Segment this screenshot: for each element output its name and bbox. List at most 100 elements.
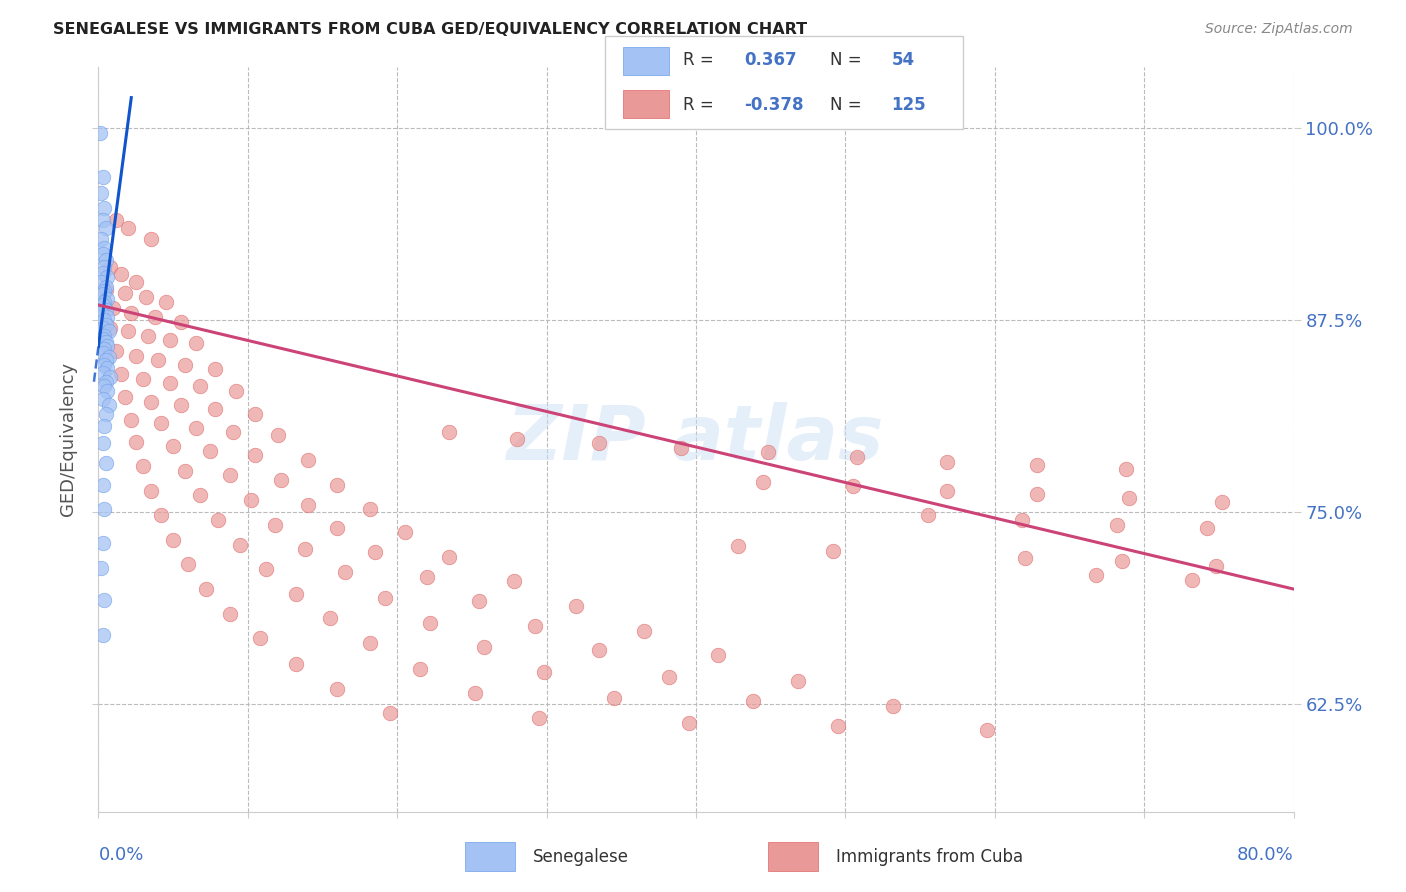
Point [249,631,271,645]
Point [135,290,157,304]
Point [267,428,290,442]
Point [752,475,775,489]
Point [177,558,200,572]
Point [364,545,387,559]
Point [527,711,550,725]
Point [132,371,155,385]
FancyBboxPatch shape [623,90,669,118]
Point [184,421,207,435]
Point [229,537,252,551]
Point [1014,551,1036,566]
Text: ZIP atlas: ZIP atlas [508,402,884,476]
Point [284,587,307,601]
Point [326,681,349,696]
Point [207,513,229,527]
Point [97,398,120,412]
Point [91,298,114,312]
Point [94,221,117,235]
Point [93,328,115,343]
Point [1111,554,1133,568]
Point [98,260,122,274]
Point [270,473,292,487]
Point [842,479,865,493]
Point [204,402,226,417]
Point [93,294,115,309]
Point [155,294,177,309]
Text: R =: R = [683,52,720,70]
Point [394,525,416,540]
Point [1205,559,1227,574]
Point [114,390,136,404]
Point [741,694,763,708]
Point [565,599,588,613]
Point [125,349,148,363]
Point [1195,520,1218,534]
Point [93,241,115,255]
Point [94,253,117,268]
Point [284,657,307,672]
Point [91,436,114,450]
Point [188,379,211,393]
Point [125,434,148,449]
Point [93,379,115,393]
Point [89,126,111,140]
Point [91,247,114,261]
Point [254,562,277,576]
Point [93,313,115,327]
Point [823,543,845,558]
Point [222,425,245,440]
Point [103,301,125,315]
Point [882,698,904,713]
Point [120,413,142,427]
Point [169,398,191,412]
Point [1181,573,1204,587]
Point [936,454,959,468]
Point [93,201,115,215]
Point [219,607,242,621]
Point [105,344,128,359]
FancyBboxPatch shape [768,842,818,871]
Point [225,384,247,398]
Point [359,502,381,516]
Point [91,321,114,335]
Text: 54: 54 [891,52,914,70]
Point [148,353,170,368]
Point [245,407,267,421]
Point [319,611,342,625]
FancyBboxPatch shape [623,47,669,75]
Point [96,339,118,353]
Point [110,267,132,281]
Point [90,232,112,246]
Point [416,570,439,584]
Point [91,366,114,380]
Point [97,350,120,364]
Point [472,640,495,655]
Point [936,483,959,498]
Point [200,443,222,458]
Point [1025,487,1047,501]
Point [439,425,461,440]
Point [139,394,162,409]
Point [297,498,319,512]
Point [91,628,114,642]
Point [94,334,117,349]
Text: N =: N = [831,95,868,113]
Point [658,669,681,683]
Point [105,213,128,227]
Point [727,539,749,553]
Point [1107,517,1129,532]
Point [91,170,114,185]
Point [94,353,117,368]
Point [1011,513,1033,527]
Point [91,392,114,406]
Point [669,441,692,455]
Point [93,284,115,298]
Point [195,582,218,596]
Point [98,321,122,335]
Point [678,715,700,730]
Text: Immigrants from Cuba: Immigrants from Cuba [837,847,1024,866]
Point [502,574,524,589]
Point [588,436,610,450]
Point [93,592,115,607]
Text: 0.0%: 0.0% [98,846,143,863]
